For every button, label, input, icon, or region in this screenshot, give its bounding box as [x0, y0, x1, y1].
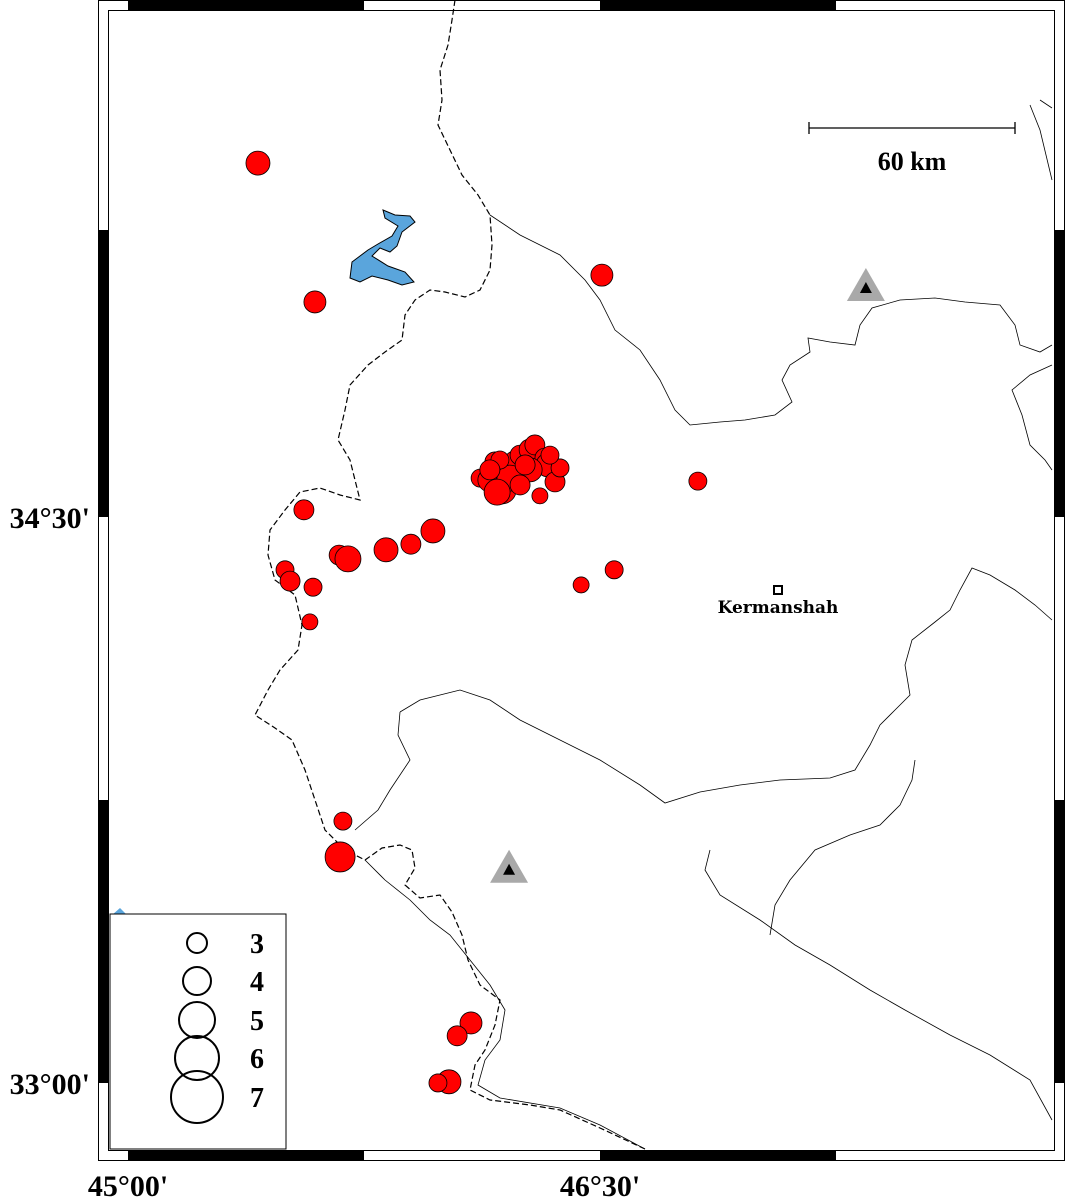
earthquake-event	[333, 811, 353, 831]
earthquake-event	[590, 263, 614, 287]
earthquake-events	[245, 150, 708, 1095]
lon-label-46-30: 46°30'	[560, 1170, 640, 1199]
station-triangle-icon	[846, 267, 885, 301]
earthquake-event	[279, 570, 301, 592]
earthquake-event	[301, 613, 319, 631]
earthquake-event	[293, 499, 315, 521]
earthquake-event	[479, 459, 501, 481]
earthquake-event	[531, 487, 549, 505]
scale-bar: 60 km	[808, 122, 1016, 176]
legend-circle	[178, 1001, 216, 1039]
legend-label: 4	[250, 967, 264, 998]
scale-bar-label: 60 km	[878, 147, 947, 176]
earthquake-event	[446, 1025, 468, 1047]
city-kermanshah: Kermanshah	[718, 585, 839, 618]
legend-circle	[174, 1035, 220, 1081]
city-label: Kermanshah	[718, 598, 839, 618]
earthquake-event	[303, 290, 327, 314]
legend-circle	[170, 1070, 224, 1124]
earthquake-event	[540, 445, 560, 465]
earthquake-event	[400, 533, 422, 555]
lat-label-33-00: 33°00'	[10, 1068, 90, 1101]
lake	[349, 209, 416, 286]
legend-circle	[182, 966, 212, 996]
earthquake-event	[334, 545, 362, 573]
legend-label: 5	[250, 1006, 264, 1037]
province-borders	[354, 99, 1053, 1121]
city-marker-icon	[773, 585, 783, 595]
station-triangle-icon	[490, 849, 529, 883]
magnitude-legend: 3 4 5 6 7	[109, 913, 287, 1150]
legend-label: 7	[250, 1083, 264, 1114]
seismic-stations	[490, 267, 885, 883]
earthquake-event	[688, 471, 708, 491]
lon-label-45-00: 45°00'	[88, 1170, 168, 1199]
earthquake-event	[245, 150, 271, 176]
earthquake-event	[373, 537, 399, 563]
map-frame	[98, 0, 1065, 1161]
earthquake-event	[604, 560, 624, 580]
earthquake-event	[572, 576, 590, 594]
earthquake-event	[420, 518, 446, 544]
legend-label: 3	[250, 929, 264, 960]
international-border	[254, 0, 646, 1150]
legend-circle	[186, 932, 208, 954]
earthquake-event	[428, 1073, 448, 1093]
earthquake-event	[550, 458, 570, 478]
legend-label: 6	[250, 1044, 264, 1075]
earthquake-event	[303, 577, 323, 597]
earthquake-event	[324, 841, 356, 873]
earthquake-event	[514, 454, 536, 476]
earthquake-event	[509, 474, 531, 496]
lat-label-34-30: 34°30'	[10, 502, 90, 535]
earthquake-event	[459, 1011, 483, 1035]
earthquake-event	[483, 478, 511, 506]
